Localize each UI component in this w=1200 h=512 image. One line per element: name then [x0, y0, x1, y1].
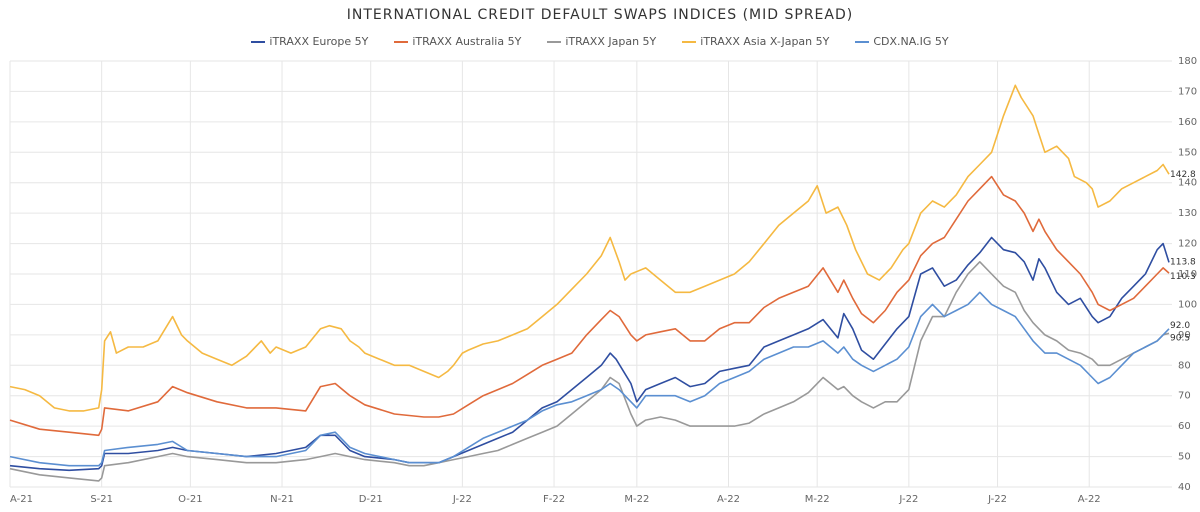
y-tick-label: 150 — [1178, 147, 1197, 158]
x-tick-label: A-22 — [717, 494, 740, 505]
y-tick-label: 110 — [1178, 269, 1197, 280]
legend-item-1[interactable]: iTRAXX Australia 5Y — [394, 35, 521, 48]
chart-title: INTERNATIONAL CREDIT DEFAULT SWAPS INDIC… — [346, 7, 854, 23]
x-tick-label: F-22 — [543, 494, 565, 505]
series-line-2 — [9, 261, 1170, 482]
y-tick-label: 120 — [1178, 239, 1197, 250]
x-tick-label: O-21 — [178, 494, 202, 505]
y-tick-label: 130 — [1178, 208, 1197, 219]
series-line-4 — [9, 291, 1170, 467]
legend-swatch — [251, 40, 266, 43]
series-line-0 — [9, 236, 1170, 472]
legend-label: iTRAXX Australia 5Y — [412, 35, 522, 48]
y-tick-label: 40 — [1178, 482, 1191, 493]
legend: iTRAXX Europe 5Y iTRAXX Australia 5Y iTRAX… — [0, 35, 1200, 48]
y-tick-label: 100 — [1178, 299, 1197, 310]
series-line-3 — [9, 84, 1170, 412]
y-tick-label: 80 — [1178, 360, 1191, 371]
y-tick-label: 70 — [1178, 391, 1191, 402]
legend-swatch — [394, 40, 409, 43]
x-tick-label: J-22 — [452, 494, 472, 505]
legend-label: iTRAXX Asia X-Japan 5Y — [700, 35, 830, 48]
legend-label: iTRAXX Japan 5Y — [565, 35, 657, 48]
x-tick-label: M-22 — [805, 494, 830, 505]
legend-swatch — [682, 40, 697, 43]
y-tick-label: 180 — [1178, 56, 1197, 67]
x-tick-label: A-21 — [10, 494, 33, 505]
x-tick-label: S-21 — [90, 494, 113, 505]
legend-item-4[interactable]: CDX.NA.IG 5Y — [855, 35, 949, 48]
y-tick-label: 170 — [1178, 86, 1197, 97]
legend-swatch — [855, 40, 870, 43]
end-value-label-0: 113.8 — [1170, 257, 1196, 267]
end-value-label-2: 90.5 — [1170, 333, 1190, 343]
legend-swatch — [547, 40, 562, 43]
legend-item-2[interactable]: iTRAXX Japan 5Y — [547, 35, 656, 48]
y-tick-label: 160 — [1178, 117, 1197, 128]
x-tick-label: J-22 — [898, 494, 918, 505]
end-value-label-1: 110.3 — [1170, 272, 1196, 282]
y-tick-label: 50 — [1178, 452, 1191, 463]
y-tick-label: 90 — [1178, 330, 1191, 341]
x-tick-label: D-21 — [359, 494, 383, 505]
series-line-1 — [9, 175, 1170, 437]
x-tick-label: N-21 — [270, 494, 294, 505]
y-tick-label: 140 — [1178, 178, 1197, 189]
legend-label: iTRAXX Europe 5Y — [269, 35, 369, 48]
y-tick-label: 60 — [1178, 421, 1191, 432]
end-value-label-3: 142.8 — [1170, 170, 1196, 180]
x-tick-label: A-22 — [1078, 494, 1101, 505]
legend-label: CDX.NA.IG 5Y — [873, 35, 949, 48]
x-tick-label: M-22 — [624, 494, 649, 505]
x-tick-label: J-22 — [987, 494, 1007, 505]
legend-item-0[interactable]: iTRAXX Europe 5Y — [251, 35, 368, 48]
end-value-label-4: 92.0 — [1170, 321, 1190, 331]
legend-item-3[interactable]: iTRAXX Asia X-Japan 5Y — [682, 35, 829, 48]
